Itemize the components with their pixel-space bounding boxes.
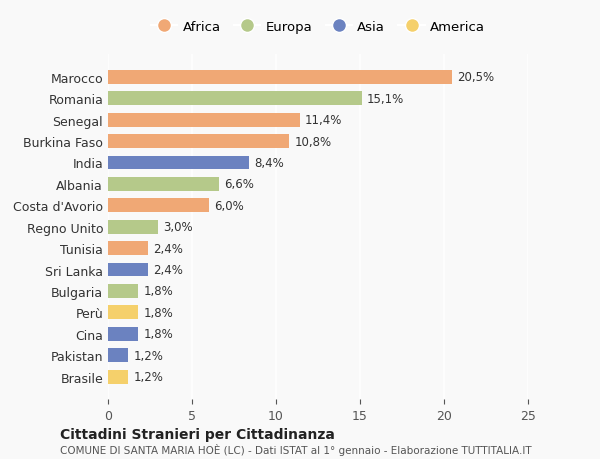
Bar <box>108 306 138 319</box>
Text: 20,5%: 20,5% <box>457 71 494 84</box>
Text: 1,2%: 1,2% <box>133 370 163 383</box>
Text: Cittadini Stranieri per Cittadinanza: Cittadini Stranieri per Cittadinanza <box>60 427 335 442</box>
Bar <box>108 113 299 127</box>
Text: 1,2%: 1,2% <box>133 349 163 362</box>
Text: 6,0%: 6,0% <box>214 199 244 213</box>
Text: 10,8%: 10,8% <box>295 135 332 148</box>
Text: 15,1%: 15,1% <box>367 93 404 106</box>
Bar <box>108 178 219 191</box>
Bar <box>108 135 289 149</box>
Bar <box>108 220 158 234</box>
Text: 2,4%: 2,4% <box>154 242 183 255</box>
Bar <box>108 156 249 170</box>
Bar <box>108 71 452 84</box>
Text: 1,8%: 1,8% <box>143 328 173 341</box>
Bar <box>108 284 138 298</box>
Text: COMUNE DI SANTA MARIA HOÈ (LC) - Dati ISTAT al 1° gennaio - Elaborazione TUTTITA: COMUNE DI SANTA MARIA HOÈ (LC) - Dati IS… <box>60 443 532 455</box>
Text: 8,4%: 8,4% <box>254 157 284 170</box>
Legend: Africa, Europa, Asia, America: Africa, Europa, Asia, America <box>147 17 489 38</box>
Bar <box>108 263 148 277</box>
Text: 6,6%: 6,6% <box>224 178 254 191</box>
Bar <box>108 241 148 256</box>
Text: 11,4%: 11,4% <box>305 114 342 127</box>
Bar <box>108 199 209 213</box>
Text: 1,8%: 1,8% <box>143 285 173 298</box>
Bar <box>108 327 138 341</box>
Text: 1,8%: 1,8% <box>143 306 173 319</box>
Text: 3,0%: 3,0% <box>163 221 193 234</box>
Bar <box>108 92 362 106</box>
Bar <box>108 348 128 362</box>
Bar <box>108 370 128 384</box>
Text: 2,4%: 2,4% <box>154 263 183 276</box>
